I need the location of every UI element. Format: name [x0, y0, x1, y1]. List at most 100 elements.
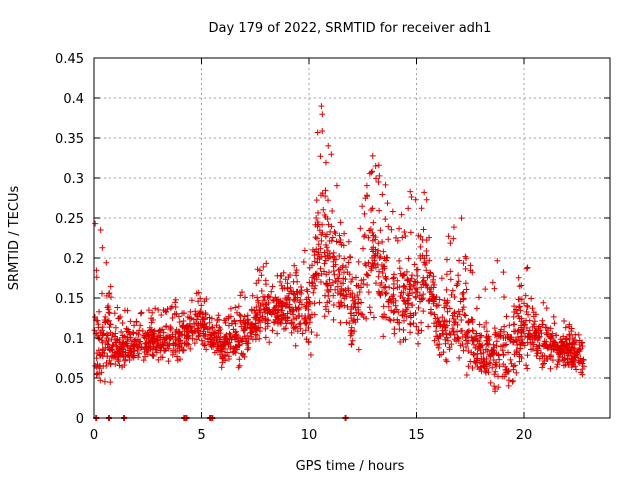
- data-point: [423, 248, 430, 255]
- data-point: [519, 336, 526, 343]
- data-point: [177, 356, 184, 363]
- data-point: [507, 356, 514, 363]
- data-point: [472, 333, 479, 340]
- data-point: [578, 369, 585, 376]
- data-point: [571, 350, 578, 357]
- data-point: [329, 207, 336, 214]
- data-point: [420, 308, 427, 315]
- data-point: [444, 337, 451, 344]
- data-point: [552, 342, 559, 349]
- data-point: [149, 352, 156, 359]
- data-point: [540, 343, 547, 350]
- data-point: [153, 344, 160, 351]
- data-point: [158, 311, 165, 318]
- data-point: [430, 294, 437, 301]
- data-point: [325, 221, 332, 228]
- grid-lines: [94, 58, 610, 418]
- data-point: [529, 334, 535, 341]
- data-point: [511, 303, 518, 310]
- data-point: [394, 316, 401, 323]
- x-tick-label: 15: [408, 428, 425, 443]
- data-point: [396, 265, 403, 272]
- data-point: [188, 315, 195, 322]
- data-point: [460, 295, 467, 302]
- data-point: [347, 329, 354, 336]
- data-point: [566, 321, 573, 328]
- data-point: [400, 317, 407, 324]
- data-point: [333, 182, 340, 189]
- data-point: [346, 320, 353, 327]
- data-point: [459, 306, 466, 313]
- data-point: [330, 249, 337, 256]
- data-point: [447, 268, 454, 275]
- data-point: [328, 237, 335, 244]
- data-point: [106, 310, 113, 317]
- data-point: [525, 333, 532, 340]
- data-point: [543, 338, 550, 345]
- data-point: [386, 316, 393, 323]
- data-point: [332, 261, 339, 268]
- data-point: [550, 346, 557, 353]
- data-point: [433, 323, 440, 330]
- data-point: [317, 245, 324, 252]
- data-point: [127, 318, 134, 325]
- data-point: [163, 345, 170, 352]
- data-point: [486, 336, 493, 343]
- data-point: [443, 286, 450, 293]
- data-point: [491, 285, 498, 292]
- data-point: [313, 332, 320, 339]
- data-point: [140, 357, 147, 364]
- data-point: [297, 297, 304, 304]
- data-point: [293, 323, 300, 330]
- data-point: [546, 353, 553, 360]
- data-point: [524, 339, 531, 346]
- data-point: [415, 232, 422, 239]
- data-point: [350, 297, 357, 304]
- data-point: [502, 363, 509, 370]
- data-point: [460, 289, 467, 296]
- data-point: [105, 306, 112, 313]
- data-point: [290, 278, 297, 285]
- data-point: [501, 323, 508, 330]
- data-point: [524, 302, 531, 309]
- data-point: [385, 236, 392, 243]
- data-point: [414, 272, 421, 279]
- data-point: [497, 343, 504, 350]
- data-point: [151, 327, 158, 334]
- data-point: [381, 265, 388, 272]
- data-point: [236, 362, 243, 369]
- data-point: [555, 351, 562, 358]
- data-point: [446, 346, 453, 353]
- data-point: [435, 344, 442, 351]
- data-point: [321, 260, 328, 267]
- data-point: [192, 328, 199, 335]
- data-point: [575, 359, 582, 366]
- data-point: [254, 294, 261, 301]
- data-point: [105, 344, 112, 351]
- data-point: [513, 338, 520, 345]
- data-point: [318, 103, 325, 110]
- data-point: [330, 316, 337, 323]
- data-point: [99, 353, 106, 360]
- data-point: [103, 292, 110, 299]
- data-point: [380, 303, 387, 310]
- data-point: [328, 151, 335, 158]
- data-point: [322, 306, 329, 313]
- data-point: [361, 232, 368, 239]
- data-point: [187, 345, 194, 352]
- data-point: [174, 353, 181, 360]
- data-point: [249, 292, 256, 299]
- data-point: [561, 355, 568, 362]
- data-point: [318, 237, 325, 244]
- data-point: [533, 329, 540, 336]
- data-point: [492, 368, 499, 375]
- data-point: [470, 341, 477, 348]
- data-point: [257, 328, 264, 335]
- data-point: [389, 208, 396, 215]
- data-point: [230, 326, 237, 333]
- data-point: [418, 319, 425, 326]
- data-point: [284, 280, 291, 287]
- data-point: [500, 351, 507, 358]
- data-point: [517, 333, 524, 340]
- data-point: [580, 363, 587, 370]
